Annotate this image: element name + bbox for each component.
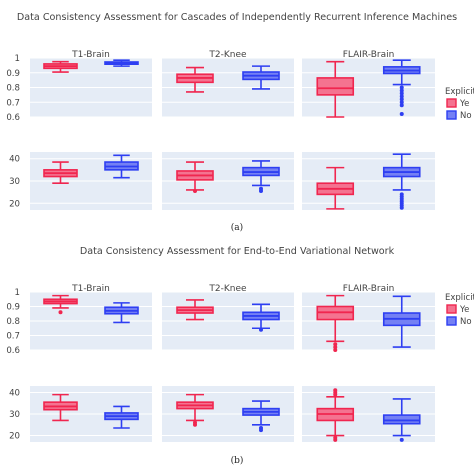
box-yes [316, 166, 355, 210]
y-tick-label: 0.7 [6, 332, 20, 342]
figure-caption: (a) [231, 222, 243, 233]
y-tick-label: 40 [9, 388, 20, 398]
box-yes [316, 388, 355, 442]
outlier-point [193, 189, 197, 194]
box-no [242, 303, 280, 332]
outlier-point [333, 437, 338, 442]
y-tick-label: 0.8 [6, 84, 20, 94]
legend-label: No [460, 317, 472, 327]
box-no [104, 302, 139, 324]
y-tick-label: 0.6 [6, 346, 20, 356]
outlier-point [333, 342, 338, 347]
box-no [104, 59, 139, 67]
y-tick-label: 0.8 [6, 317, 20, 327]
legend-label: Ye [459, 305, 469, 315]
box-yes [43, 60, 78, 73]
chart-title: Data Consistency Assessment for End-to-E… [80, 246, 395, 257]
panel-title: T1-Brain [71, 284, 110, 294]
legend-label: No [460, 111, 472, 121]
outlier-point [193, 422, 197, 427]
figure-caption: (b) [231, 455, 244, 466]
outlier-point [399, 91, 404, 96]
box-no [382, 59, 421, 117]
legend-swatch [446, 316, 457, 326]
outlier-point [399, 94, 404, 99]
outlier-point [399, 97, 404, 102]
box-yes [176, 393, 214, 427]
legend-swatch [446, 98, 457, 108]
box-no [382, 295, 421, 348]
outlier-point [259, 428, 263, 433]
box-yes [176, 66, 214, 93]
box-yes [316, 60, 355, 118]
legend-label: Ye [459, 99, 469, 109]
box-yes [176, 161, 214, 194]
panel-title: T1-Brain [71, 50, 110, 60]
box-yes [43, 161, 78, 185]
legend-swatch [446, 110, 457, 120]
chart-title: Data Consistency Assessment for Cascades… [17, 12, 457, 23]
legend-title: Explicit [445, 293, 474, 303]
box-yes [43, 393, 78, 422]
box-yes [316, 294, 355, 352]
legend-title: Explicit [445, 87, 474, 97]
y-tick-label: 0.6 [6, 113, 20, 123]
outlier-point [333, 348, 338, 352]
box-yes [176, 299, 214, 321]
outlier-point [333, 392, 338, 397]
y-tick-label: 30 [9, 410, 20, 420]
outlier-point [399, 88, 404, 93]
box-no [242, 160, 280, 194]
panel-title: FLAIR-Brain [343, 50, 395, 60]
panel-title: FLAIR-Brain [343, 284, 395, 294]
y-tick-label: 20 [9, 432, 20, 442]
outlier-point [399, 100, 404, 105]
y-tick-label: 30 [9, 177, 20, 187]
box-no [104, 405, 139, 429]
y-tick-label: 1 [15, 288, 20, 298]
box-body [382, 414, 421, 425]
box-yes [43, 294, 78, 315]
outlier-point [259, 189, 263, 194]
y-tick-label: 40 [9, 155, 20, 165]
outlier-point [58, 310, 63, 315]
outlier-point [259, 327, 263, 332]
outlier-point [399, 112, 404, 117]
outlier-point [333, 345, 338, 350]
panel-title: T2-Knee [208, 50, 247, 60]
y-tick-label: 1 [15, 54, 20, 64]
outlier-point [399, 103, 404, 108]
outlier-point [399, 205, 404, 210]
box-no [242, 65, 280, 90]
outlier-point [399, 85, 404, 90]
box-no [104, 154, 139, 179]
box-no [382, 398, 421, 442]
outlier-point [399, 437, 404, 442]
legend-swatch [446, 304, 457, 314]
y-tick-label: 0.9 [6, 69, 20, 79]
box-body [316, 77, 355, 96]
y-tick-label: 20 [9, 199, 20, 209]
box-no [242, 400, 280, 433]
panel-title: T2-Knee [208, 284, 247, 294]
y-tick-label: 0.7 [6, 98, 20, 108]
box-no [382, 153, 421, 210]
y-tick-label: 0.9 [6, 303, 20, 313]
